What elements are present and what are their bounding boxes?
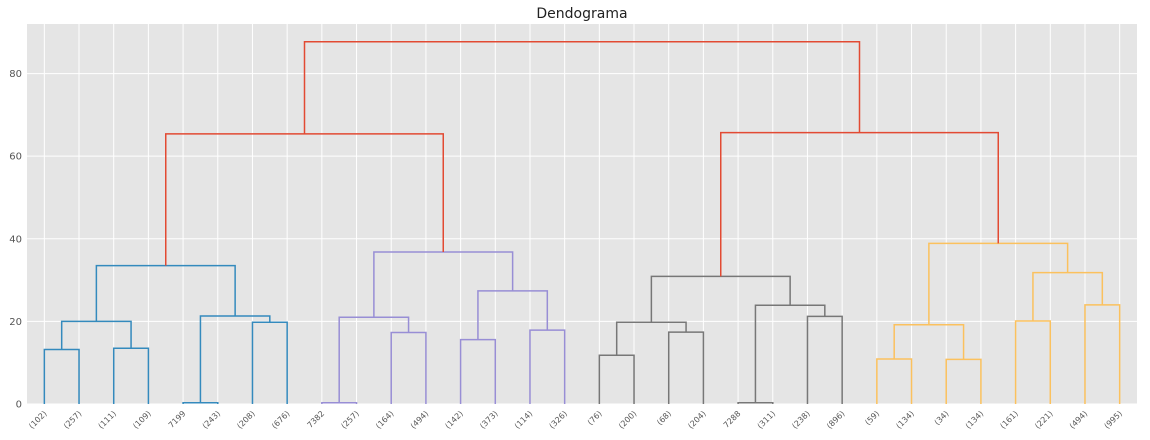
y-tick-label: 40 — [9, 234, 22, 245]
x-tick-label: (494) — [409, 409, 431, 431]
y-tick-label: 60 — [9, 152, 22, 163]
dendrogram-link — [806, 315, 843, 404]
dendrogram-link — [737, 402, 774, 404]
dendrogram-link — [303, 41, 861, 134]
dendrogram-link — [321, 402, 358, 404]
x-tick-label: (243) — [201, 409, 223, 431]
x-tick-label: (114) — [513, 409, 535, 431]
x-tick-label: (34) — [933, 409, 951, 427]
x-tick-label: (111) — [97, 409, 119, 431]
dendrogram-link — [182, 402, 219, 404]
x-tick-label: (164) — [374, 409, 396, 431]
x-tick-label: 7288 — [722, 409, 743, 430]
x-tick-label: (257) — [339, 409, 361, 431]
x-axis-ticks: (102) (257) (111) (109) 7199 (243) (208) (676) 7… — [27, 409, 1124, 431]
x-tick-label: (109) — [131, 409, 153, 431]
x-tick-label: (995) — [1102, 409, 1124, 431]
x-tick-label: (68) — [655, 409, 673, 427]
x-tick-label: (311) — [756, 409, 778, 431]
dendrogram-links — [43, 41, 1121, 404]
plot-background — [27, 24, 1137, 404]
dendrogram-link — [165, 133, 444, 266]
x-tick-label: 7199 — [167, 409, 188, 430]
x-tick-label: (373) — [478, 409, 500, 431]
x-tick-label: (204) — [686, 409, 708, 431]
y-tick-label: 20 — [9, 317, 22, 328]
x-tick-label: (161) — [998, 409, 1020, 431]
dendrogram-link — [650, 275, 791, 323]
x-tick-label: (221) — [1033, 409, 1055, 431]
dendrogram-link — [338, 316, 410, 403]
x-tick-label: (134) — [894, 409, 916, 431]
x-tick-label: (257) — [62, 409, 84, 431]
dendrogram-link — [754, 304, 826, 403]
y-axis-ticks: 0 20 40 60 80 — [9, 69, 22, 410]
x-tick-label: (208) — [235, 409, 257, 431]
x-tick-label: (200) — [617, 409, 639, 431]
chart-title: Dendograma — [536, 6, 627, 22]
y-tick-label: 0 — [16, 400, 22, 411]
dendrogram-link — [598, 354, 635, 404]
dendrogram-link — [199, 315, 271, 403]
x-tick-label: (59) — [863, 409, 881, 427]
x-tick-label: (326) — [547, 409, 569, 431]
x-tick-label: (102) — [27, 409, 49, 431]
x-tick-label: 7382 — [305, 409, 326, 430]
x-tick-label: (238) — [790, 409, 812, 431]
x-tick-label: (494) — [1068, 409, 1090, 431]
x-tick-label: (134) — [964, 409, 986, 431]
y-tick-label: 80 — [9, 69, 22, 80]
x-tick-label: (76) — [586, 409, 604, 427]
x-tick-label: (142) — [443, 409, 465, 431]
dendrogram-link — [893, 323, 965, 360]
x-tick-label: (896) — [825, 409, 847, 431]
dendrogram-link — [1084, 304, 1121, 404]
x-tick-label: (676) — [270, 409, 292, 431]
